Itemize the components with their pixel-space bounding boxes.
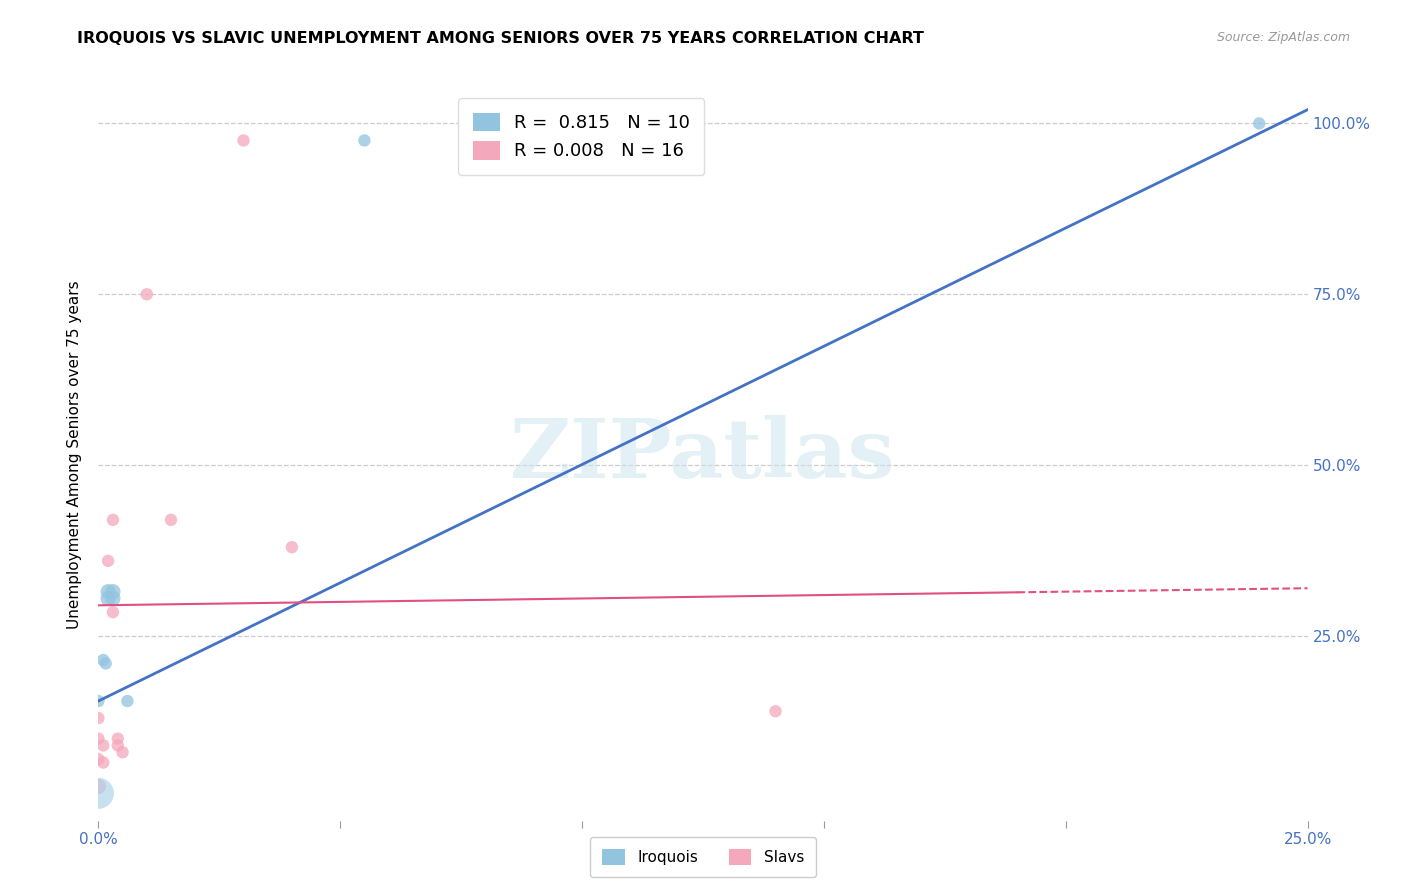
Point	[135, 287, 157, 301]
Point	[107, 731, 129, 746]
Point	[160, 513, 183, 527]
Point	[101, 584, 124, 599]
Point	[232, 133, 254, 147]
Point	[97, 591, 120, 606]
Point	[97, 584, 120, 599]
Point	[87, 752, 110, 766]
Point	[87, 786, 110, 800]
Point	[97, 554, 120, 568]
Point	[91, 739, 114, 753]
Text: ZIPatlas: ZIPatlas	[510, 415, 896, 495]
Point	[107, 739, 129, 753]
Point	[101, 513, 124, 527]
Y-axis label: Unemployment Among Seniors over 75 years: Unemployment Among Seniors over 75 years	[67, 281, 83, 629]
Point	[101, 605, 124, 619]
Point	[111, 745, 134, 759]
Text: Source: ZipAtlas.com: Source: ZipAtlas.com	[1216, 31, 1350, 45]
Point	[87, 780, 110, 794]
Point	[765, 704, 787, 718]
Legend: R =  0.815   N = 10, R = 0.008   N = 16: R = 0.815 N = 10, R = 0.008 N = 16	[458, 98, 704, 175]
Point	[87, 711, 110, 725]
Point	[281, 540, 304, 554]
Point	[91, 653, 114, 667]
Point	[87, 731, 110, 746]
Legend: Iroquois, Slavs: Iroquois, Slavs	[589, 837, 817, 877]
Text: IROQUOIS VS SLAVIC UNEMPLOYMENT AMONG SENIORS OVER 75 YEARS CORRELATION CHART: IROQUOIS VS SLAVIC UNEMPLOYMENT AMONG SE…	[77, 31, 924, 46]
Point	[101, 591, 124, 606]
Point	[94, 657, 117, 671]
Point	[91, 756, 114, 770]
Point	[87, 694, 110, 708]
Point	[117, 694, 139, 708]
Point	[1249, 116, 1271, 130]
Point	[353, 133, 375, 147]
